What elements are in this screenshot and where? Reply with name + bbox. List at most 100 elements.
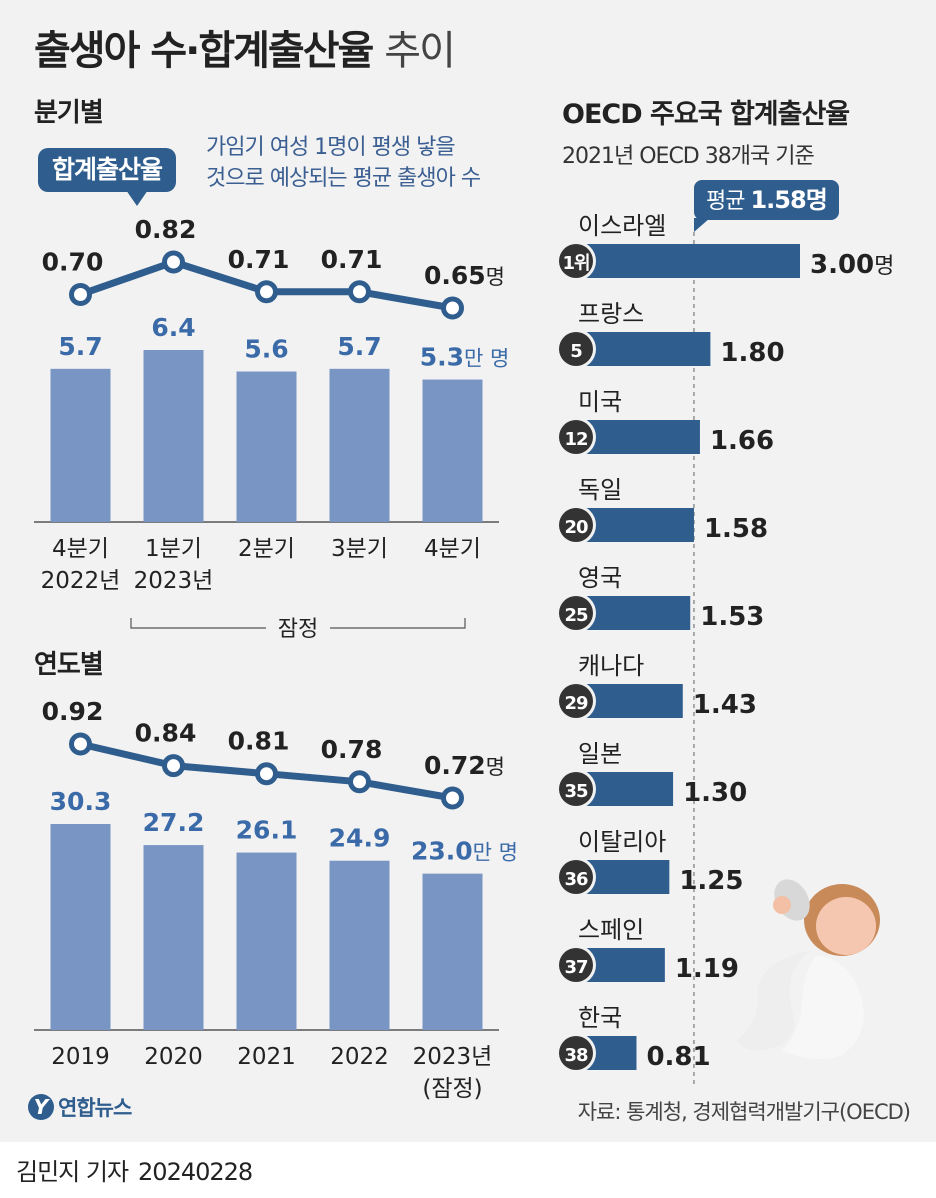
annual-tfr-label-0: 0.92 (42, 697, 104, 726)
annual-bar-3 (329, 860, 390, 1030)
quarterly-tfr-label-2: 0.71 (228, 245, 290, 274)
title-main: 출생아 수·합계출산율 (34, 28, 374, 74)
oecd-title: OECD 주요국 합계출산율 (562, 99, 850, 130)
quarterly-tfr-point-4 (441, 296, 464, 320)
quarterly-tfr-unit: 명 (486, 265, 505, 289)
oecd-country-3: 독일 (578, 476, 622, 504)
oecd-value-7: 1.25 (679, 866, 743, 896)
quarterly-bar-0 (50, 368, 111, 522)
annual-bar-2 (236, 852, 297, 1030)
tfr-description: 가임기 여성 1명이 평생 낳을 것으로 예상되는 평균 출생아 수 (206, 132, 481, 194)
annual-tick-label-0: 2019 (51, 1044, 110, 1070)
quarterly-bar-label-3: 5.7 (337, 332, 381, 361)
quarterly-tfr-label-4: 0.65명 (424, 261, 505, 290)
avg-label: 평균 (706, 189, 745, 214)
annual-tfr-label-1: 0.84 (135, 719, 197, 748)
oecd-value-unit: 명 (874, 254, 894, 279)
oecd-value-6: 1.30 (683, 778, 747, 808)
oecd-value-3: 1.58 (704, 514, 768, 544)
quarterly-tick-label-3: 3분기 (331, 536, 388, 562)
oecd-value-0: 3.00명 (810, 250, 894, 280)
annual-bar-4 (422, 873, 483, 1030)
annual-section-title: 연도별 (34, 650, 104, 680)
baby-illustration (737, 879, 880, 1059)
annual-tick-label-2: 2021 (237, 1044, 296, 1070)
oecd-rank-circle-7 (559, 860, 593, 894)
annual-bar-label-2: 26.1 (236, 816, 298, 845)
oecd-country-9: 한국 (578, 1004, 622, 1032)
quarterly-bar-3 (329, 368, 390, 522)
oecd-bar-0 (576, 244, 800, 278)
oecd-rank-5: 29 (564, 693, 588, 714)
page-title: 출생아 수·합계출산율 추이 (34, 18, 456, 76)
oecd-rank-circle-0 (559, 244, 593, 278)
annual-bar-1 (143, 845, 204, 1030)
oecd-country-7: 이탈리아 (578, 828, 666, 856)
publish-date: 20240228 (138, 1158, 253, 1186)
avg-badge-pointer (694, 218, 710, 232)
oecd-value-4: 1.53 (700, 602, 764, 632)
quarterly-bar-label-1: 6.4 (151, 313, 195, 342)
oecd-rank-circle-1 (559, 332, 593, 366)
provisional-bracket-label: 잠정 (278, 617, 318, 642)
quarterly-tick-label-1: 1분기 (145, 536, 202, 562)
oecd-bar-2 (576, 420, 700, 454)
annual-bar-label-0: 30.3 (50, 787, 112, 816)
annual-tfr-label-2: 0.81 (228, 727, 290, 756)
annual-tfr-point-4 (441, 786, 464, 810)
quarterly-bar-2 (236, 371, 297, 522)
annual-bar-label-1: 27.2 (143, 808, 205, 837)
quarterly-bar-label-4: 5.3만 명 (420, 343, 510, 372)
annual-tfr-label-4: 0.72명 (424, 751, 505, 780)
charts-canvas: 5.7 4분기 2022년 6.4 1분기 2023년 5.6 2분기 5.7 3분기 5.3만 명… (34, 212, 894, 1102)
oecd-rank-8: 37 (564, 957, 588, 978)
quarterly-tick-sublabel-0: 2022년 (41, 568, 121, 594)
oecd-average-badge: 평균 1.58명 (694, 180, 839, 220)
oecd-country-6: 일본 (578, 740, 622, 768)
oecd-rank-9: 38 (564, 1045, 588, 1066)
quarterly-tfr-point-2 (255, 280, 278, 304)
annual-tfr-point-1 (162, 754, 185, 778)
tfr-description-line2: 것으로 예상되는 평균 출생아 수 (206, 166, 481, 191)
quarterly-bar-4 (422, 379, 483, 522)
annual-tick-label-1: 2020 (144, 1044, 203, 1070)
oecd-country-1: 프랑스 (578, 300, 644, 328)
oecd-rank-0: 1위 (562, 253, 589, 274)
annual-tfr-point-0 (69, 732, 92, 756)
oecd-country-0: 이스라엘 (578, 212, 666, 240)
oecd-country-5: 캐나다 (578, 652, 644, 680)
avg-value: 1.58명 (750, 186, 827, 214)
annual-tick-label-4: 2023년 (413, 1044, 493, 1070)
oecd-rank-circle-8 (559, 948, 593, 982)
oecd-value-2: 1.66 (710, 426, 774, 456)
annual-tfr-point-2 (255, 762, 278, 786)
annual-tick-label-3: 2022 (330, 1044, 389, 1070)
yonhap-logo: Y 연합뉴스 (28, 1092, 132, 1122)
oecd-rank-circle-5 (559, 684, 593, 718)
annual-tfr-unit: 명 (486, 755, 505, 779)
oecd-value-9: 0.81 (646, 1042, 710, 1072)
byline: 김민지 기자 20240228 (16, 1152, 253, 1187)
quarterly-tick-sublabel-1: 2023년 (134, 568, 214, 594)
quarterly-section-title: 분기별 (34, 98, 104, 128)
quarterly-tick-label-4: 4분기 (424, 536, 481, 562)
quarterly-tick-label-0: 4분기 (52, 536, 109, 562)
oecd-rank-2: 12 (564, 429, 587, 450)
yonhap-logo-icon: Y (28, 1094, 54, 1120)
oecd-country-4: 영국 (578, 564, 622, 592)
quarterly-bar-label-2: 5.6 (244, 335, 288, 364)
annual-bar-unit: 만 명 (473, 841, 518, 865)
tfr-badge-pointer (126, 190, 148, 206)
annual-bar-label-3: 24.9 (329, 824, 391, 853)
quarterly-tfr-label-0: 0.70 (42, 247, 104, 276)
oecd-value-1: 1.80 (720, 338, 784, 368)
provisional-bracket-gap (266, 614, 330, 642)
oecd-rank-1: 5 (570, 341, 582, 362)
quarterly-bar-label-0: 5.7 (58, 332, 102, 361)
quarterly-tfr-point-1 (162, 250, 185, 274)
quarterly-tfr-point-0 (69, 282, 92, 306)
annual-tfr-point-3 (348, 770, 371, 794)
quarterly-tick-label-2: 2분기 (238, 536, 295, 562)
oecd-country-2: 미국 (578, 388, 622, 416)
quarterly-tfr-point-3 (348, 280, 371, 304)
